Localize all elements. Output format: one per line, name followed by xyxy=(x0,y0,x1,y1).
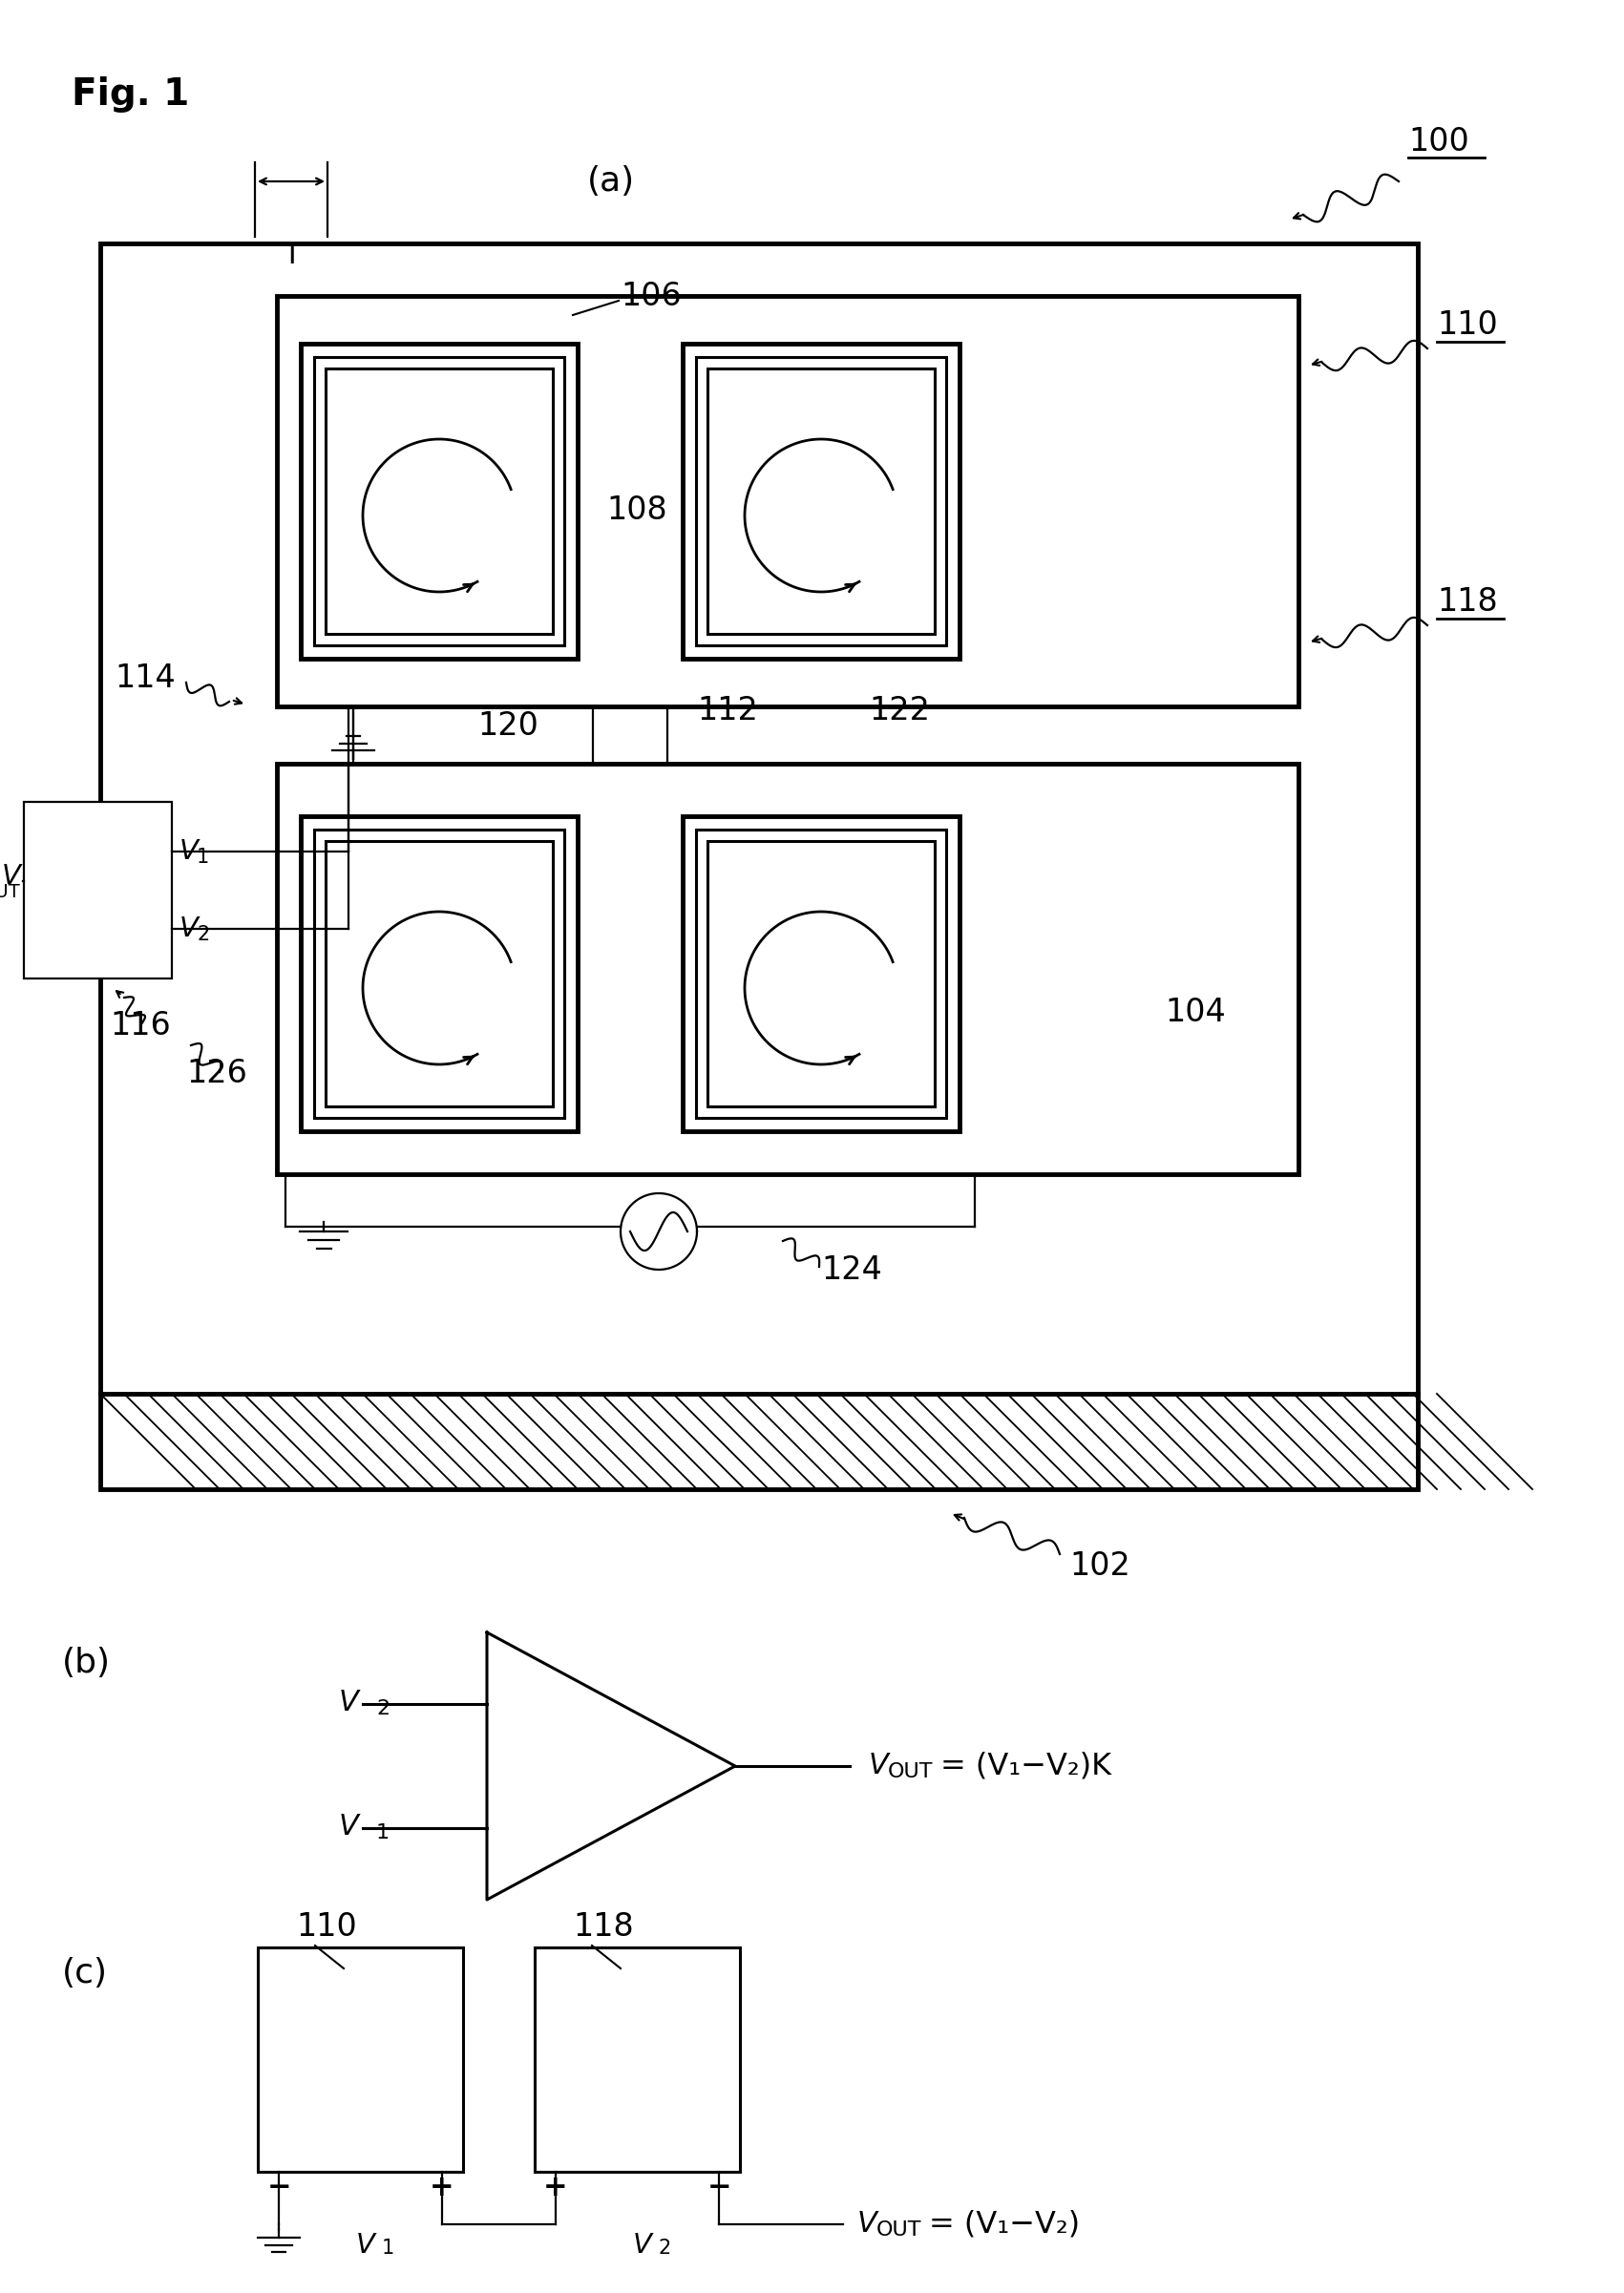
Bar xyxy=(276,296,1299,706)
Text: 122: 122 xyxy=(869,695,931,727)
Bar xyxy=(708,842,935,1108)
Text: 114: 114 xyxy=(115,663,175,692)
Bar xyxy=(276,764,1299,1174)
Text: 108: 108 xyxy=(606,495,667,527)
Text: V: V xyxy=(338,1811,357,1839)
Text: 120: 120 xyxy=(477,711,538,741)
Text: (b): (b) xyxy=(62,1646,110,1678)
Bar xyxy=(682,344,960,658)
Text: 102: 102 xyxy=(1069,1550,1130,1582)
Text: Fig. 1: Fig. 1 xyxy=(71,76,190,112)
Text: 112: 112 xyxy=(697,695,758,727)
Text: +: + xyxy=(544,2174,568,2201)
Text: V: V xyxy=(356,2231,375,2259)
Text: OUT: OUT xyxy=(888,1763,934,1782)
Bar xyxy=(101,243,1418,1488)
Text: V: V xyxy=(180,837,198,864)
Text: V: V xyxy=(633,2231,651,2259)
Bar xyxy=(24,803,172,979)
Text: 124: 124 xyxy=(822,1254,882,1286)
Text: 2: 2 xyxy=(197,924,209,945)
Text: V: V xyxy=(869,1752,888,1779)
Bar xyxy=(534,1947,741,2171)
Text: V: V xyxy=(338,1688,357,1715)
Bar xyxy=(697,830,947,1119)
Text: 118: 118 xyxy=(1437,585,1497,617)
Text: 2: 2 xyxy=(658,2238,671,2259)
Text: 110: 110 xyxy=(296,1910,357,1942)
Text: 1: 1 xyxy=(377,1823,390,1841)
Text: 1: 1 xyxy=(197,848,209,867)
Text: 116: 116 xyxy=(110,1011,171,1041)
Bar xyxy=(300,344,578,658)
Text: T: T xyxy=(283,241,300,268)
Bar xyxy=(697,358,947,644)
Text: 100: 100 xyxy=(1408,126,1470,156)
Text: V: V xyxy=(180,915,198,942)
Text: V: V xyxy=(2,862,21,890)
Text: +: + xyxy=(430,2174,455,2201)
Text: (c): (c) xyxy=(62,1956,107,1990)
Bar xyxy=(313,830,564,1119)
Text: −: − xyxy=(266,2174,291,2201)
Bar xyxy=(325,369,552,633)
Text: OUT: OUT xyxy=(877,2220,922,2240)
Text: 1: 1 xyxy=(382,2238,395,2259)
Bar xyxy=(258,1947,463,2171)
Text: V: V xyxy=(857,2210,877,2238)
Text: 110: 110 xyxy=(1437,310,1497,339)
Text: 106: 106 xyxy=(620,280,682,312)
Text: (a): (a) xyxy=(588,165,635,197)
Text: −: − xyxy=(706,2174,731,2201)
Bar xyxy=(313,358,564,644)
Text: OUT: OUT xyxy=(0,883,21,901)
Text: 118: 118 xyxy=(573,1910,633,1942)
Bar xyxy=(300,816,578,1130)
Text: = (V₁−V₂)K: = (V₁−V₂)K xyxy=(940,1752,1111,1782)
Bar xyxy=(682,816,960,1130)
Text: 104: 104 xyxy=(1164,995,1226,1027)
Bar xyxy=(708,369,935,633)
Text: 2: 2 xyxy=(377,1699,390,1717)
Text: 126: 126 xyxy=(187,1057,247,1089)
Bar xyxy=(325,842,552,1108)
Text: = (V₁−V₂): = (V₁−V₂) xyxy=(929,2210,1080,2238)
